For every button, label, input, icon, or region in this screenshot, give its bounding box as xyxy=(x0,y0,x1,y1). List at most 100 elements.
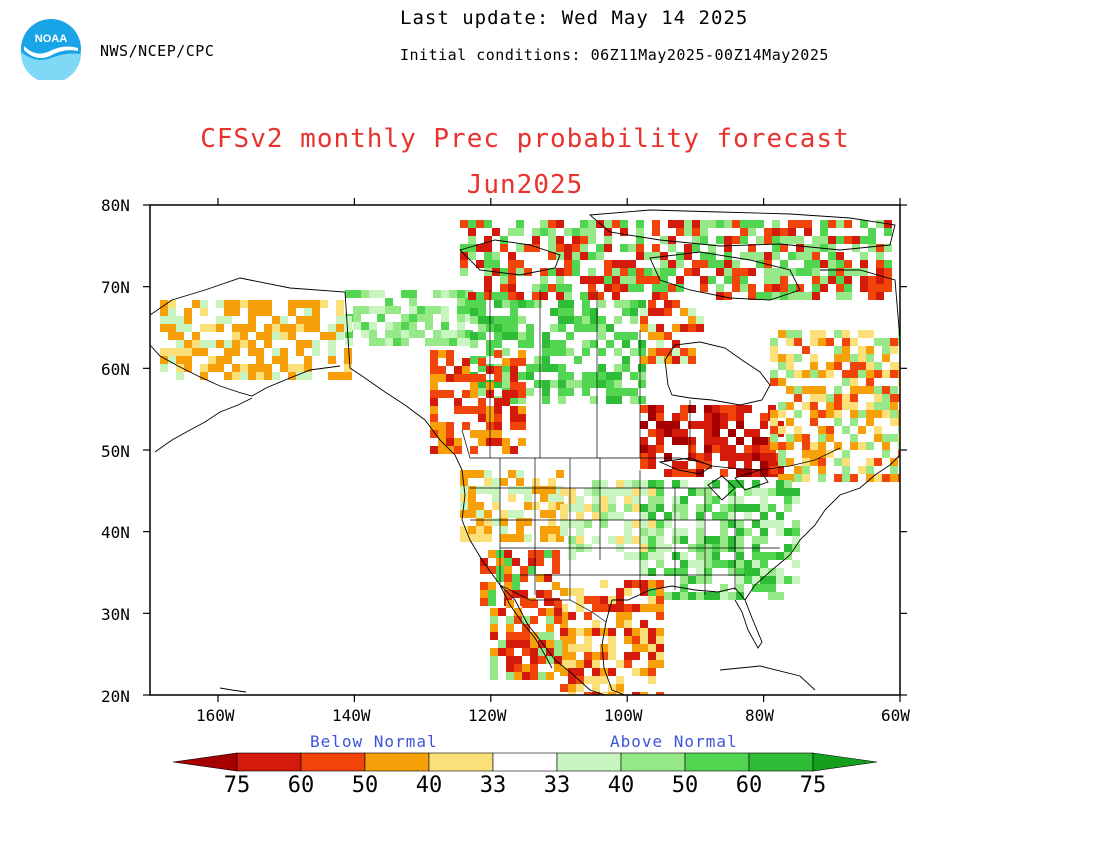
probability-cell xyxy=(648,480,656,488)
probability-cell xyxy=(574,356,582,364)
probability-cell xyxy=(728,461,736,469)
probability-cell xyxy=(584,612,592,620)
probability-cell xyxy=(540,526,548,534)
probability-cell xyxy=(724,276,732,284)
probability-cell xyxy=(514,672,522,680)
probability-cell xyxy=(820,276,828,284)
probability-cell xyxy=(740,236,748,244)
probability-cell xyxy=(564,284,572,292)
probability-cell xyxy=(850,394,858,402)
probability-cell xyxy=(328,372,336,380)
probability-cell xyxy=(656,413,664,421)
probability-cell xyxy=(608,692,616,695)
legend-value-below-50: 50 xyxy=(351,773,379,798)
lat-label-40n: 40N xyxy=(101,523,130,542)
probability-cell xyxy=(522,600,530,608)
probability-cell xyxy=(858,362,866,370)
probability-cell xyxy=(792,488,800,496)
probability-cell xyxy=(792,536,800,544)
probability-cell xyxy=(704,560,712,568)
probability-cell xyxy=(656,437,664,445)
probability-cell xyxy=(768,584,776,592)
probability-cell xyxy=(518,316,526,324)
probability-cell xyxy=(160,348,168,356)
probability-cell xyxy=(184,348,192,356)
probability-cell xyxy=(552,550,560,558)
probability-cell xyxy=(568,644,576,652)
probability-cell xyxy=(684,228,692,236)
probability-cell xyxy=(860,268,868,276)
probability-cell xyxy=(500,244,508,252)
probability-cell xyxy=(656,560,664,568)
probability-cell xyxy=(248,316,256,324)
probability-cell xyxy=(544,590,552,598)
probability-cell xyxy=(558,388,566,396)
probability-cell xyxy=(504,566,512,574)
probability-cell xyxy=(510,406,518,414)
probability-cell xyxy=(850,370,858,378)
probability-cell xyxy=(624,588,632,596)
probability-cell xyxy=(560,588,568,596)
probability-cell xyxy=(522,672,530,680)
probability-cell xyxy=(882,402,890,410)
legend-normal xyxy=(492,752,558,772)
probability-cell xyxy=(700,236,708,244)
probability-cell xyxy=(656,536,664,544)
probability-cell xyxy=(522,648,530,656)
probability-cell xyxy=(672,421,680,429)
probability-cell xyxy=(546,672,554,680)
probability-cell xyxy=(224,300,232,308)
probability-cell xyxy=(700,276,708,284)
probability-cell xyxy=(478,300,486,308)
probability-cell xyxy=(676,228,684,236)
probability-cell xyxy=(494,324,502,332)
probability-cell xyxy=(680,437,688,445)
probability-cell xyxy=(478,358,486,366)
probability-cell xyxy=(548,220,556,228)
probability-cell xyxy=(336,324,344,332)
probability-cell xyxy=(768,405,776,413)
probability-cell xyxy=(192,332,200,340)
probability-cell xyxy=(484,534,492,542)
probability-cell xyxy=(200,364,208,372)
probability-cell xyxy=(465,314,473,322)
probability-cell xyxy=(568,588,576,596)
probability-cell xyxy=(704,496,712,504)
probability-cell xyxy=(524,502,532,510)
probability-cell xyxy=(518,358,526,366)
probability-cell xyxy=(508,252,516,260)
probability-cell xyxy=(656,604,664,612)
probability-cell xyxy=(882,370,890,378)
probability-cell xyxy=(884,260,892,268)
probability-cell xyxy=(624,580,632,588)
probability-cell xyxy=(530,648,538,656)
probability-cell xyxy=(660,284,668,292)
probability-cell xyxy=(680,461,688,469)
probability-cell xyxy=(546,640,554,648)
probability-cell xyxy=(446,358,454,366)
probability-cell xyxy=(732,220,740,228)
probability-cell xyxy=(716,220,724,228)
probability-cell xyxy=(546,616,554,624)
probability-cell xyxy=(836,284,844,292)
probability-cell xyxy=(556,268,564,276)
probability-cell xyxy=(828,220,836,228)
probability-cell xyxy=(624,604,632,612)
probability-cell xyxy=(652,220,660,228)
probability-cell xyxy=(648,676,656,684)
probability-cell xyxy=(409,290,417,298)
probability-cell xyxy=(648,520,656,528)
probability-cell xyxy=(744,512,752,520)
probability-cell xyxy=(256,308,264,316)
probability-cell xyxy=(494,366,502,374)
probability-cell xyxy=(772,252,780,260)
probability-cell xyxy=(668,244,676,252)
probability-cell xyxy=(566,372,574,380)
probability-cell xyxy=(752,504,760,512)
probability-cell xyxy=(648,461,656,469)
probability-cell xyxy=(546,608,554,616)
probability-cell xyxy=(470,406,478,414)
probability-cell xyxy=(520,590,528,598)
probability-cell xyxy=(636,228,644,236)
probability-cell xyxy=(656,628,664,636)
